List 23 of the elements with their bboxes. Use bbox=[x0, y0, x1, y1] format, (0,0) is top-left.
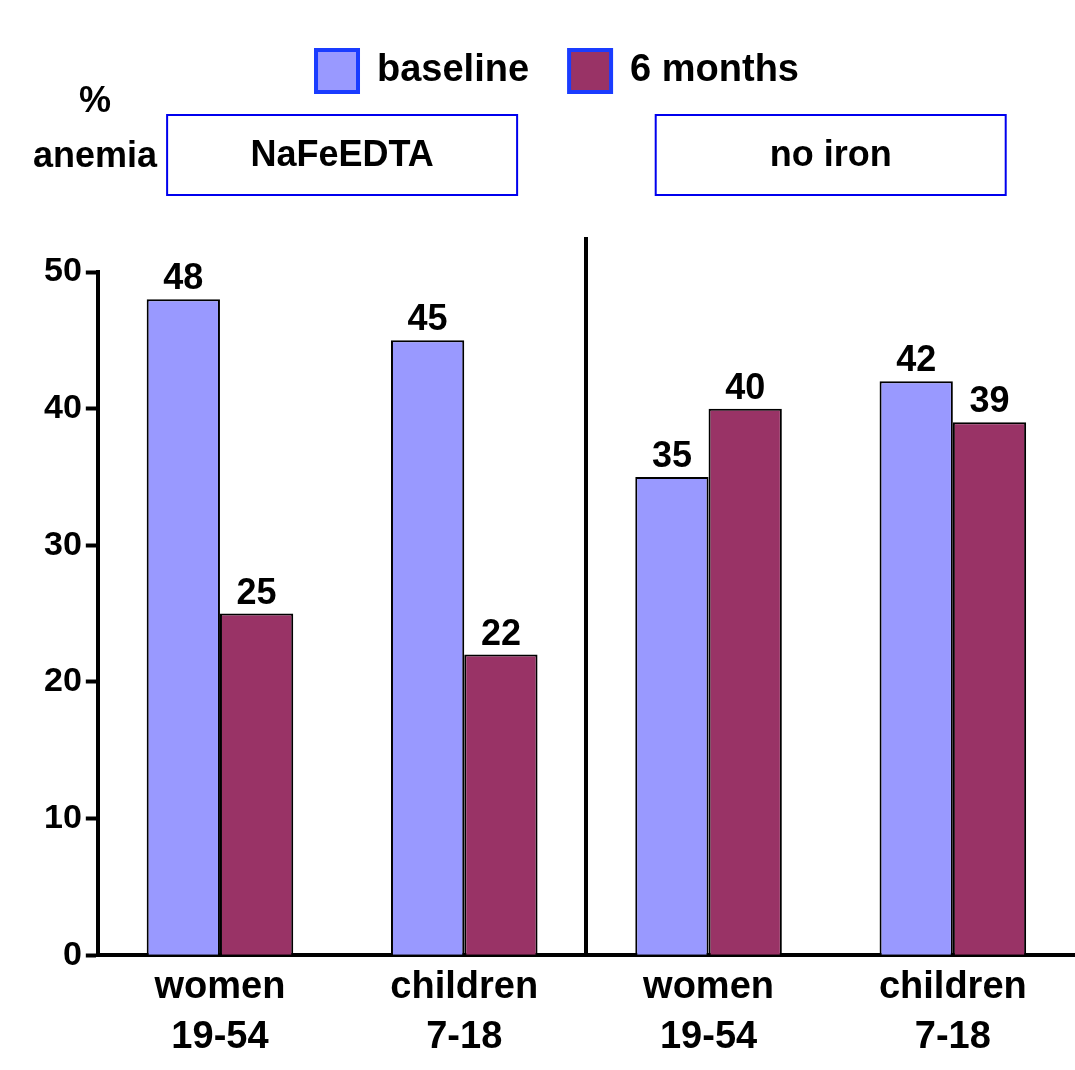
data-label: 42 bbox=[896, 338, 937, 380]
legend-label: 6 months bbox=[630, 47, 799, 90]
data-label: 45 bbox=[407, 297, 448, 339]
x-tick-label: children 7-18 bbox=[390, 964, 539, 1056]
data-label: 40 bbox=[725, 365, 766, 407]
x-tick-label: children 7-18 bbox=[878, 964, 1027, 1056]
y-tick-label: 20 bbox=[43, 660, 82, 699]
y-tick-label: 30 bbox=[43, 523, 82, 562]
y-tick-label: 40 bbox=[43, 387, 82, 426]
text: no iron bbox=[769, 132, 892, 174]
data-label: 25 bbox=[236, 570, 277, 612]
data-label: 39 bbox=[969, 379, 1010, 421]
y-axis-title: % anemia bbox=[32, 78, 159, 175]
data-label: 35 bbox=[651, 433, 692, 475]
y-tick-label: 0 bbox=[62, 933, 82, 972]
x-tick-label: women 19-54 bbox=[153, 964, 286, 1056]
y-tick-label: 50 bbox=[43, 250, 82, 289]
data-label: 48 bbox=[163, 256, 204, 298]
y-tick-label: 10 bbox=[43, 796, 82, 835]
data-label: 22 bbox=[480, 611, 521, 653]
legend-label: baseline bbox=[377, 47, 530, 90]
text: NaFeEDTA bbox=[250, 132, 434, 174]
x-tick-label: women 19-54 bbox=[642, 964, 775, 1056]
